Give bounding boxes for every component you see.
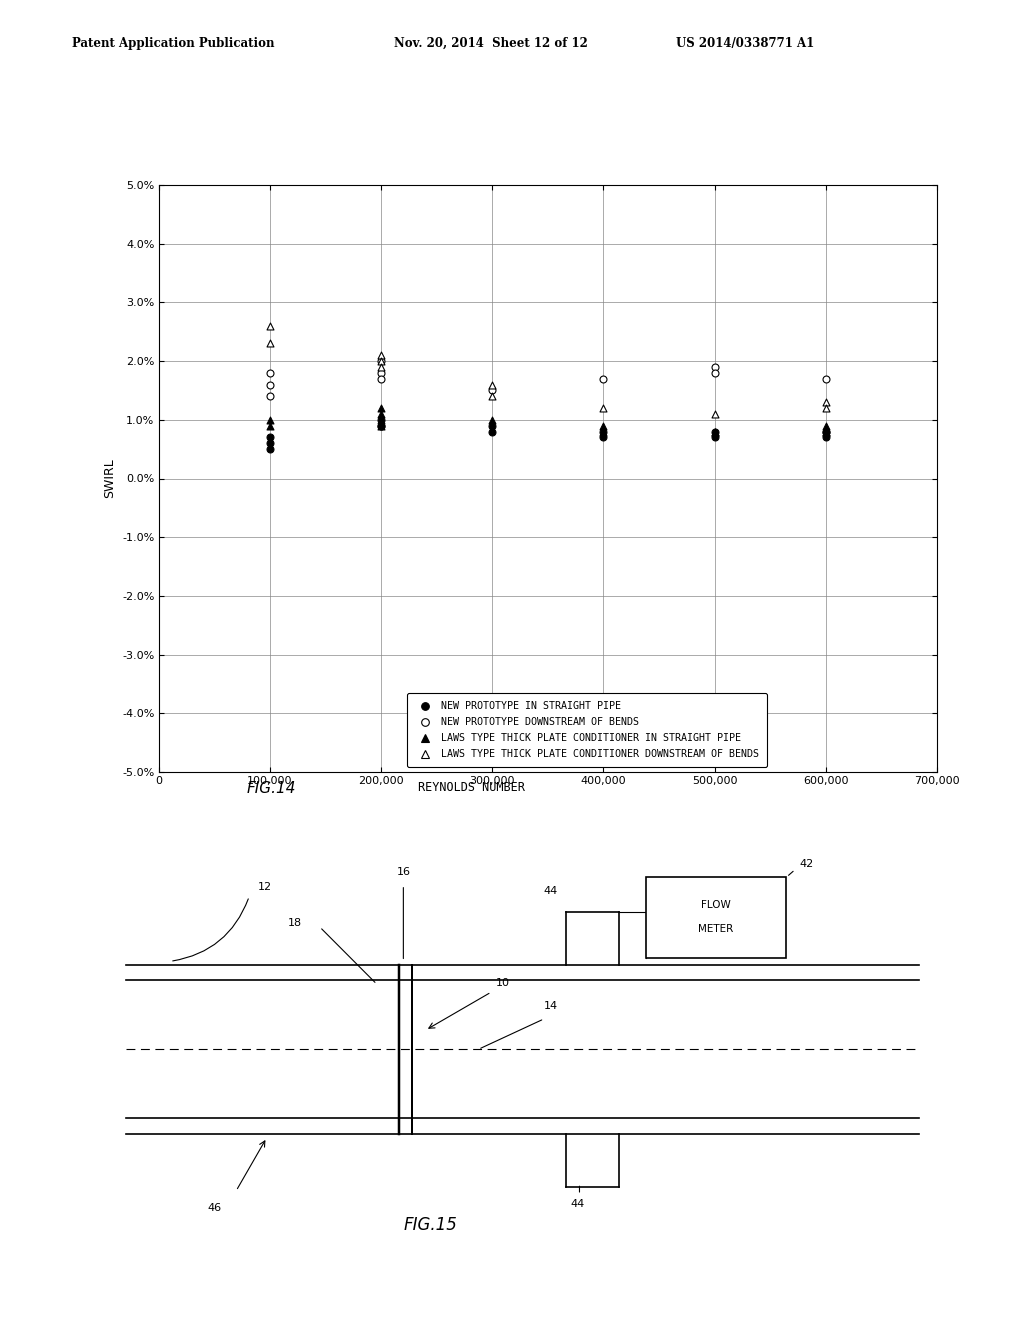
Point — [707, 404, 723, 425]
Point — [262, 426, 279, 447]
Text: FIG.14: FIG.14 — [247, 781, 296, 796]
Point — [373, 414, 389, 436]
Bar — [645, 878, 786, 957]
Point — [484, 421, 501, 442]
Point — [262, 333, 279, 354]
Point — [373, 404, 389, 425]
Point — [373, 362, 389, 383]
Point — [373, 409, 389, 430]
Point — [373, 397, 389, 418]
Text: 12: 12 — [258, 883, 272, 892]
Point — [707, 421, 723, 442]
Point — [484, 374, 501, 395]
Point — [595, 426, 611, 447]
Point — [817, 421, 834, 442]
Text: 44: 44 — [543, 886, 557, 896]
Point — [262, 374, 279, 395]
Text: Nov. 20, 2014  Sheet 12 of 12: Nov. 20, 2014 Sheet 12 of 12 — [394, 37, 588, 50]
Point — [373, 350, 389, 372]
Point — [817, 392, 834, 413]
Point — [262, 362, 279, 383]
Point — [373, 356, 389, 378]
Point — [817, 421, 834, 442]
Point — [595, 397, 611, 418]
Point — [595, 368, 611, 389]
Point — [373, 409, 389, 430]
Text: 14: 14 — [545, 1001, 558, 1011]
Point — [707, 421, 723, 442]
Point — [484, 414, 501, 436]
Text: 44: 44 — [570, 1199, 585, 1209]
Point — [262, 433, 279, 454]
Text: METER: METER — [698, 924, 733, 935]
Point — [707, 421, 723, 442]
Point — [262, 409, 279, 430]
Point — [484, 380, 501, 401]
Text: 42: 42 — [800, 859, 814, 870]
Point — [373, 350, 389, 372]
Point — [707, 356, 723, 378]
Y-axis label: SWIRL: SWIRL — [103, 458, 117, 499]
Text: FLOW: FLOW — [701, 900, 731, 911]
Legend: NEW PROTOTYPE IN STRAIGHT PIPE, NEW PROTOTYPE DOWNSTREAM OF BENDS, LAWS TYPE THI: NEW PROTOTYPE IN STRAIGHT PIPE, NEW PROT… — [407, 693, 767, 767]
Text: 16: 16 — [396, 867, 411, 878]
Point — [262, 315, 279, 337]
Point — [817, 421, 834, 442]
Point — [817, 421, 834, 442]
Text: 46: 46 — [207, 1203, 221, 1213]
Point — [707, 362, 723, 383]
Text: REYNOLDS NUMBER: REYNOLDS NUMBER — [418, 781, 524, 795]
Point — [817, 426, 834, 447]
Text: 10: 10 — [496, 978, 510, 989]
Text: Patent Application Publication: Patent Application Publication — [72, 37, 274, 50]
Point — [595, 421, 611, 442]
Point — [373, 368, 389, 389]
Point — [595, 414, 611, 436]
Point — [595, 421, 611, 442]
Point — [484, 385, 501, 407]
Point — [262, 438, 279, 459]
Point — [817, 414, 834, 436]
Point — [262, 385, 279, 407]
Point — [373, 414, 389, 436]
Point — [817, 368, 834, 389]
Point — [373, 345, 389, 366]
Point — [817, 397, 834, 418]
Text: US 2014/0338771 A1: US 2014/0338771 A1 — [676, 37, 814, 50]
Text: FIG.15: FIG.15 — [403, 1216, 457, 1234]
Point — [484, 409, 501, 430]
Point — [262, 414, 279, 436]
Point — [707, 426, 723, 447]
Text: 18: 18 — [288, 919, 302, 928]
Point — [373, 414, 389, 436]
